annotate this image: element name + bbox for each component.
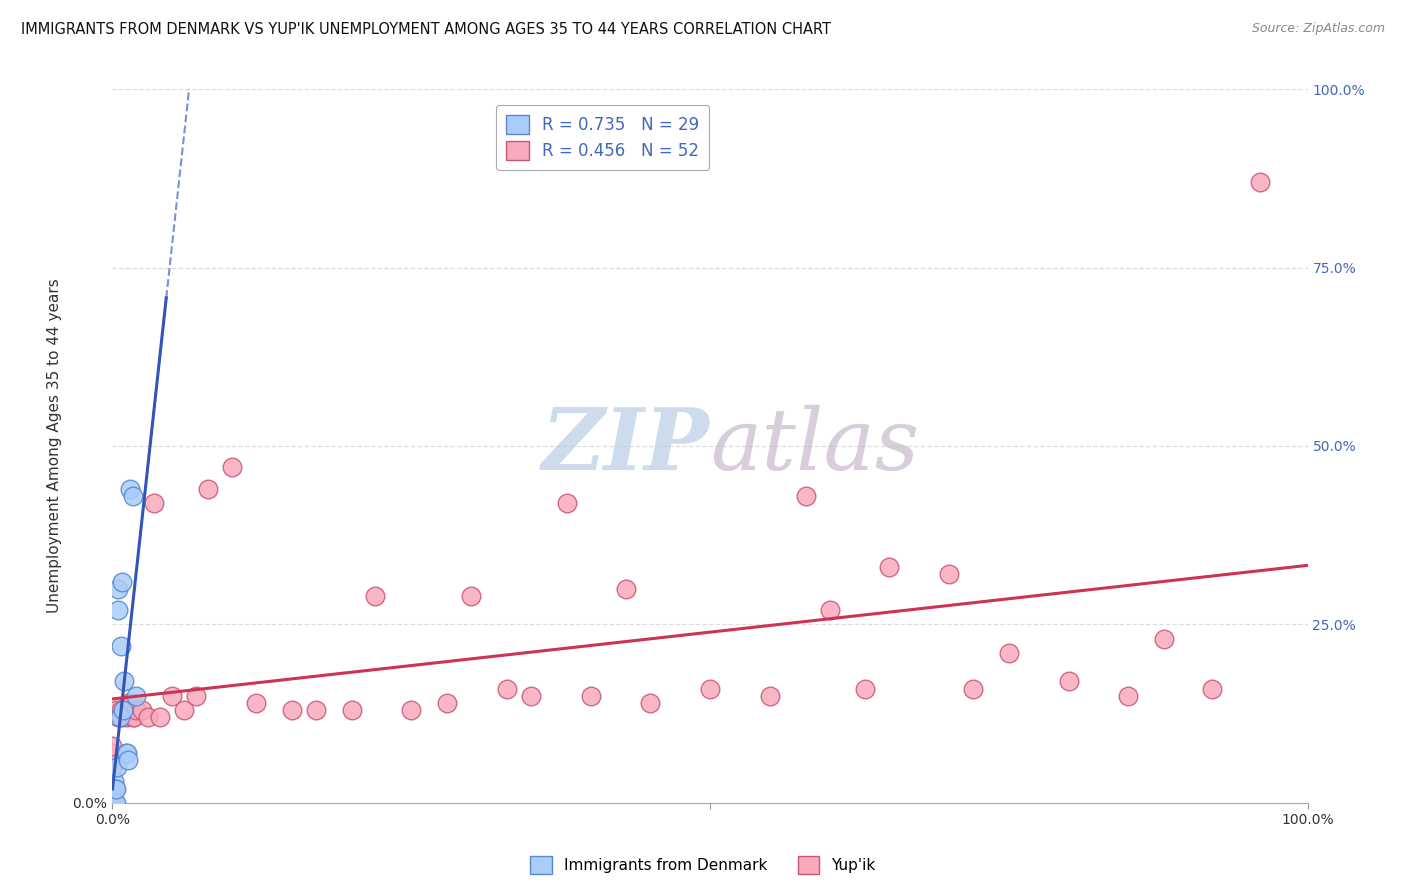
Point — [998, 646, 1021, 660]
Point — [101, 739, 124, 753]
Point — [101, 796, 124, 810]
Point — [520, 689, 543, 703]
Point — [101, 796, 124, 810]
Point — [105, 703, 128, 717]
Text: ZIP: ZIP — [543, 404, 710, 488]
Point — [105, 781, 128, 796]
Point — [1249, 175, 1271, 189]
Point — [496, 681, 519, 696]
Point — [101, 781, 124, 796]
Y-axis label: Unemployment Among Ages 35 to 44 years: Unemployment Among Ages 35 to 44 years — [46, 278, 62, 614]
Point — [340, 703, 363, 717]
Point — [112, 703, 135, 717]
Point — [460, 589, 482, 603]
Text: IMMIGRANTS FROM DENMARK VS YUP'IK UNEMPLOYMENT AMONG AGES 35 TO 44 YEARS CORRELA: IMMIGRANTS FROM DENMARK VS YUP'IK UNEMPL… — [21, 22, 831, 37]
Point — [120, 703, 142, 717]
Point — [197, 482, 219, 496]
Point — [131, 703, 153, 717]
Point — [125, 703, 148, 717]
Point — [1118, 689, 1140, 703]
Point — [138, 710, 160, 724]
Point — [1057, 674, 1080, 689]
Point — [938, 567, 960, 582]
Point — [555, 496, 578, 510]
Point — [105, 796, 128, 810]
Point — [115, 710, 138, 724]
Point — [110, 639, 132, 653]
Point — [186, 689, 208, 703]
Point — [699, 681, 721, 696]
Point — [122, 710, 145, 724]
Point — [101, 760, 124, 774]
Point — [103, 774, 125, 789]
Point — [107, 582, 129, 596]
Point — [114, 674, 135, 689]
Point — [640, 696, 662, 710]
Point — [125, 689, 148, 703]
Text: atlas: atlas — [710, 405, 920, 487]
Point — [436, 696, 458, 710]
Point — [149, 710, 172, 724]
Point — [103, 796, 125, 810]
Point — [101, 796, 124, 810]
Point — [759, 689, 782, 703]
Point — [143, 496, 166, 510]
Point — [616, 582, 638, 596]
Point — [281, 703, 304, 717]
Point — [794, 489, 817, 503]
Point — [305, 703, 328, 717]
Legend: R = 0.735   N = 29, R = 0.456   N = 52: R = 0.735 N = 29, R = 0.456 N = 52 — [495, 104, 710, 169]
Point — [173, 703, 195, 717]
Point — [103, 781, 125, 796]
Point — [162, 689, 183, 703]
Point — [855, 681, 877, 696]
Point — [101, 785, 124, 799]
Point — [107, 603, 129, 617]
Point — [108, 710, 131, 724]
Point — [111, 574, 134, 589]
Point — [101, 746, 124, 760]
Point — [579, 689, 602, 703]
Point — [101, 796, 124, 810]
Point — [107, 710, 129, 724]
Point — [121, 489, 143, 503]
Point — [101, 792, 124, 806]
Point — [111, 710, 134, 724]
Point — [104, 781, 127, 796]
Legend: Immigrants from Denmark, Yup'ik: Immigrants from Denmark, Yup'ik — [524, 850, 882, 880]
Point — [101, 789, 124, 803]
Point — [115, 746, 138, 760]
Point — [879, 560, 901, 574]
Point — [401, 703, 423, 717]
Point — [110, 703, 132, 717]
Point — [114, 703, 135, 717]
Point — [120, 482, 142, 496]
Point — [105, 760, 128, 774]
Point — [121, 696, 143, 710]
Point — [117, 753, 139, 767]
Point — [121, 710, 143, 724]
Point — [1201, 681, 1223, 696]
Point — [104, 796, 127, 810]
Point — [818, 603, 841, 617]
Point — [117, 696, 139, 710]
Point — [1153, 632, 1175, 646]
Point — [114, 746, 136, 760]
Point — [245, 696, 267, 710]
Text: Source: ZipAtlas.com: Source: ZipAtlas.com — [1251, 22, 1385, 36]
Point — [962, 681, 984, 696]
Point — [221, 460, 243, 475]
Point — [364, 589, 387, 603]
